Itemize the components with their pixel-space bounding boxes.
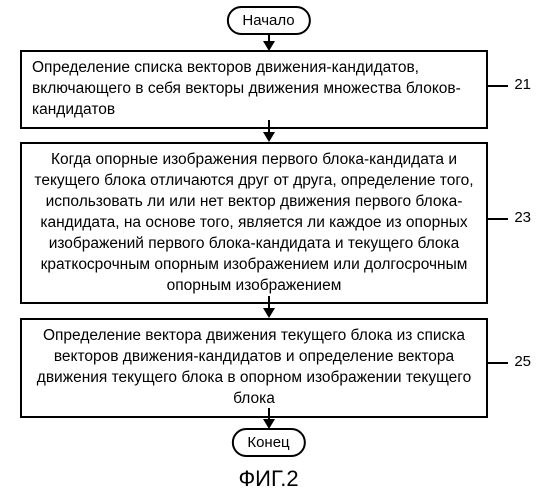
step-21-text: Определение списка векторов движения-кан… xyxy=(32,59,461,118)
connector-23 xyxy=(488,218,508,220)
end-terminal: Конец xyxy=(231,428,305,457)
end-label: Конец xyxy=(247,434,289,451)
connector-25 xyxy=(488,362,508,364)
step-label-23: 23 xyxy=(514,209,531,226)
start-label: Начало xyxy=(242,12,294,29)
arrow-2-head xyxy=(263,132,275,142)
step-label-25: 25 xyxy=(514,353,531,370)
step-box-25: Определение вектора движения текущего бл… xyxy=(20,318,488,418)
step-25-text: Определение вектора движения текущего бл… xyxy=(37,327,471,407)
arrow-3-head xyxy=(263,308,275,318)
step-23-text: Когда опорные изображения первого блока-… xyxy=(34,151,473,294)
connector-21 xyxy=(488,85,508,87)
step-label-21: 21 xyxy=(514,76,531,93)
step-box-23: Когда опорные изображения первого блока-… xyxy=(20,142,488,304)
step-box-21: Определение списка векторов движения-кан… xyxy=(20,50,488,129)
start-terminal: Начало xyxy=(226,6,310,35)
figure-caption: ФИГ.2 xyxy=(238,466,298,492)
flowchart-container: Начало Определение списка векторов движе… xyxy=(0,0,537,500)
